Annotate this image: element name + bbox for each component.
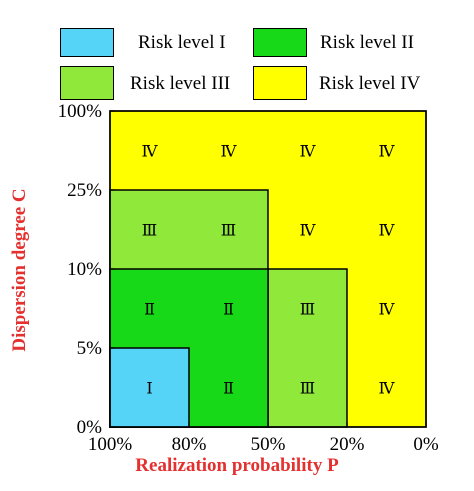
x-tick-label-4: 0% [413, 434, 439, 455]
cell-label-r0-c1: Ⅱ [223, 379, 234, 398]
legend-swatch-level-1 [60, 28, 114, 57]
cell-label-r2-c3: Ⅳ [379, 221, 396, 240]
cell-label-r0-c3: Ⅳ [379, 379, 396, 398]
cell-label-r0-c2: Ⅲ [300, 379, 315, 398]
y-tick-label-2: 10% [67, 259, 102, 280]
legend-label-level-3: Risk level III [130, 73, 231, 94]
legend-swatch-level-3 [60, 66, 114, 100]
x-tick-label-2: 50% [251, 434, 286, 455]
legend-label-level-4: Risk level IV [319, 73, 421, 94]
cell-label-r1-c2: Ⅲ [300, 300, 315, 319]
x-tick-label-0: 100% [88, 434, 133, 455]
cell-label-r2-c0: Ⅲ [142, 221, 157, 240]
cell-label-r1-c0: Ⅱ [144, 300, 155, 319]
cell-label-r0-c0: Ⅰ [146, 379, 152, 398]
x-tick-label-3: 20% [330, 434, 365, 455]
legend-label-level-1: Risk level I [138, 32, 226, 53]
y-tick-label-4: 100% [58, 101, 103, 122]
risk-region-iii-2 [267, 268, 348, 428]
y-axis-title: Dispersion degree C [9, 188, 30, 352]
x-tick-label-1: 80% [172, 434, 207, 455]
cell-label-r3-c0: Ⅳ [142, 142, 159, 161]
x-axis-title: Realization probability P [135, 455, 339, 476]
cell-label-r3-c3: Ⅳ [379, 142, 396, 161]
cell-label-r3-c2: Ⅳ [300, 142, 317, 161]
legend-swatch-level-4 [253, 66, 307, 100]
cell-label-r1-c1: Ⅱ [223, 300, 234, 319]
cell-label-r2-c2: Ⅳ [300, 221, 317, 240]
y-tick-label-1: 5% [77, 338, 103, 359]
cell-label-r3-c1: Ⅳ [221, 142, 238, 161]
y-tick-label-0: 0% [77, 417, 103, 438]
legend-label-level-2: Risk level II [320, 32, 414, 53]
y-tick-label-3: 25% [67, 180, 102, 201]
cell-label-r1-c3: Ⅳ [379, 300, 396, 319]
cell-label-r2-c1: Ⅲ [221, 221, 236, 240]
legend-swatch-level-2 [253, 28, 307, 57]
